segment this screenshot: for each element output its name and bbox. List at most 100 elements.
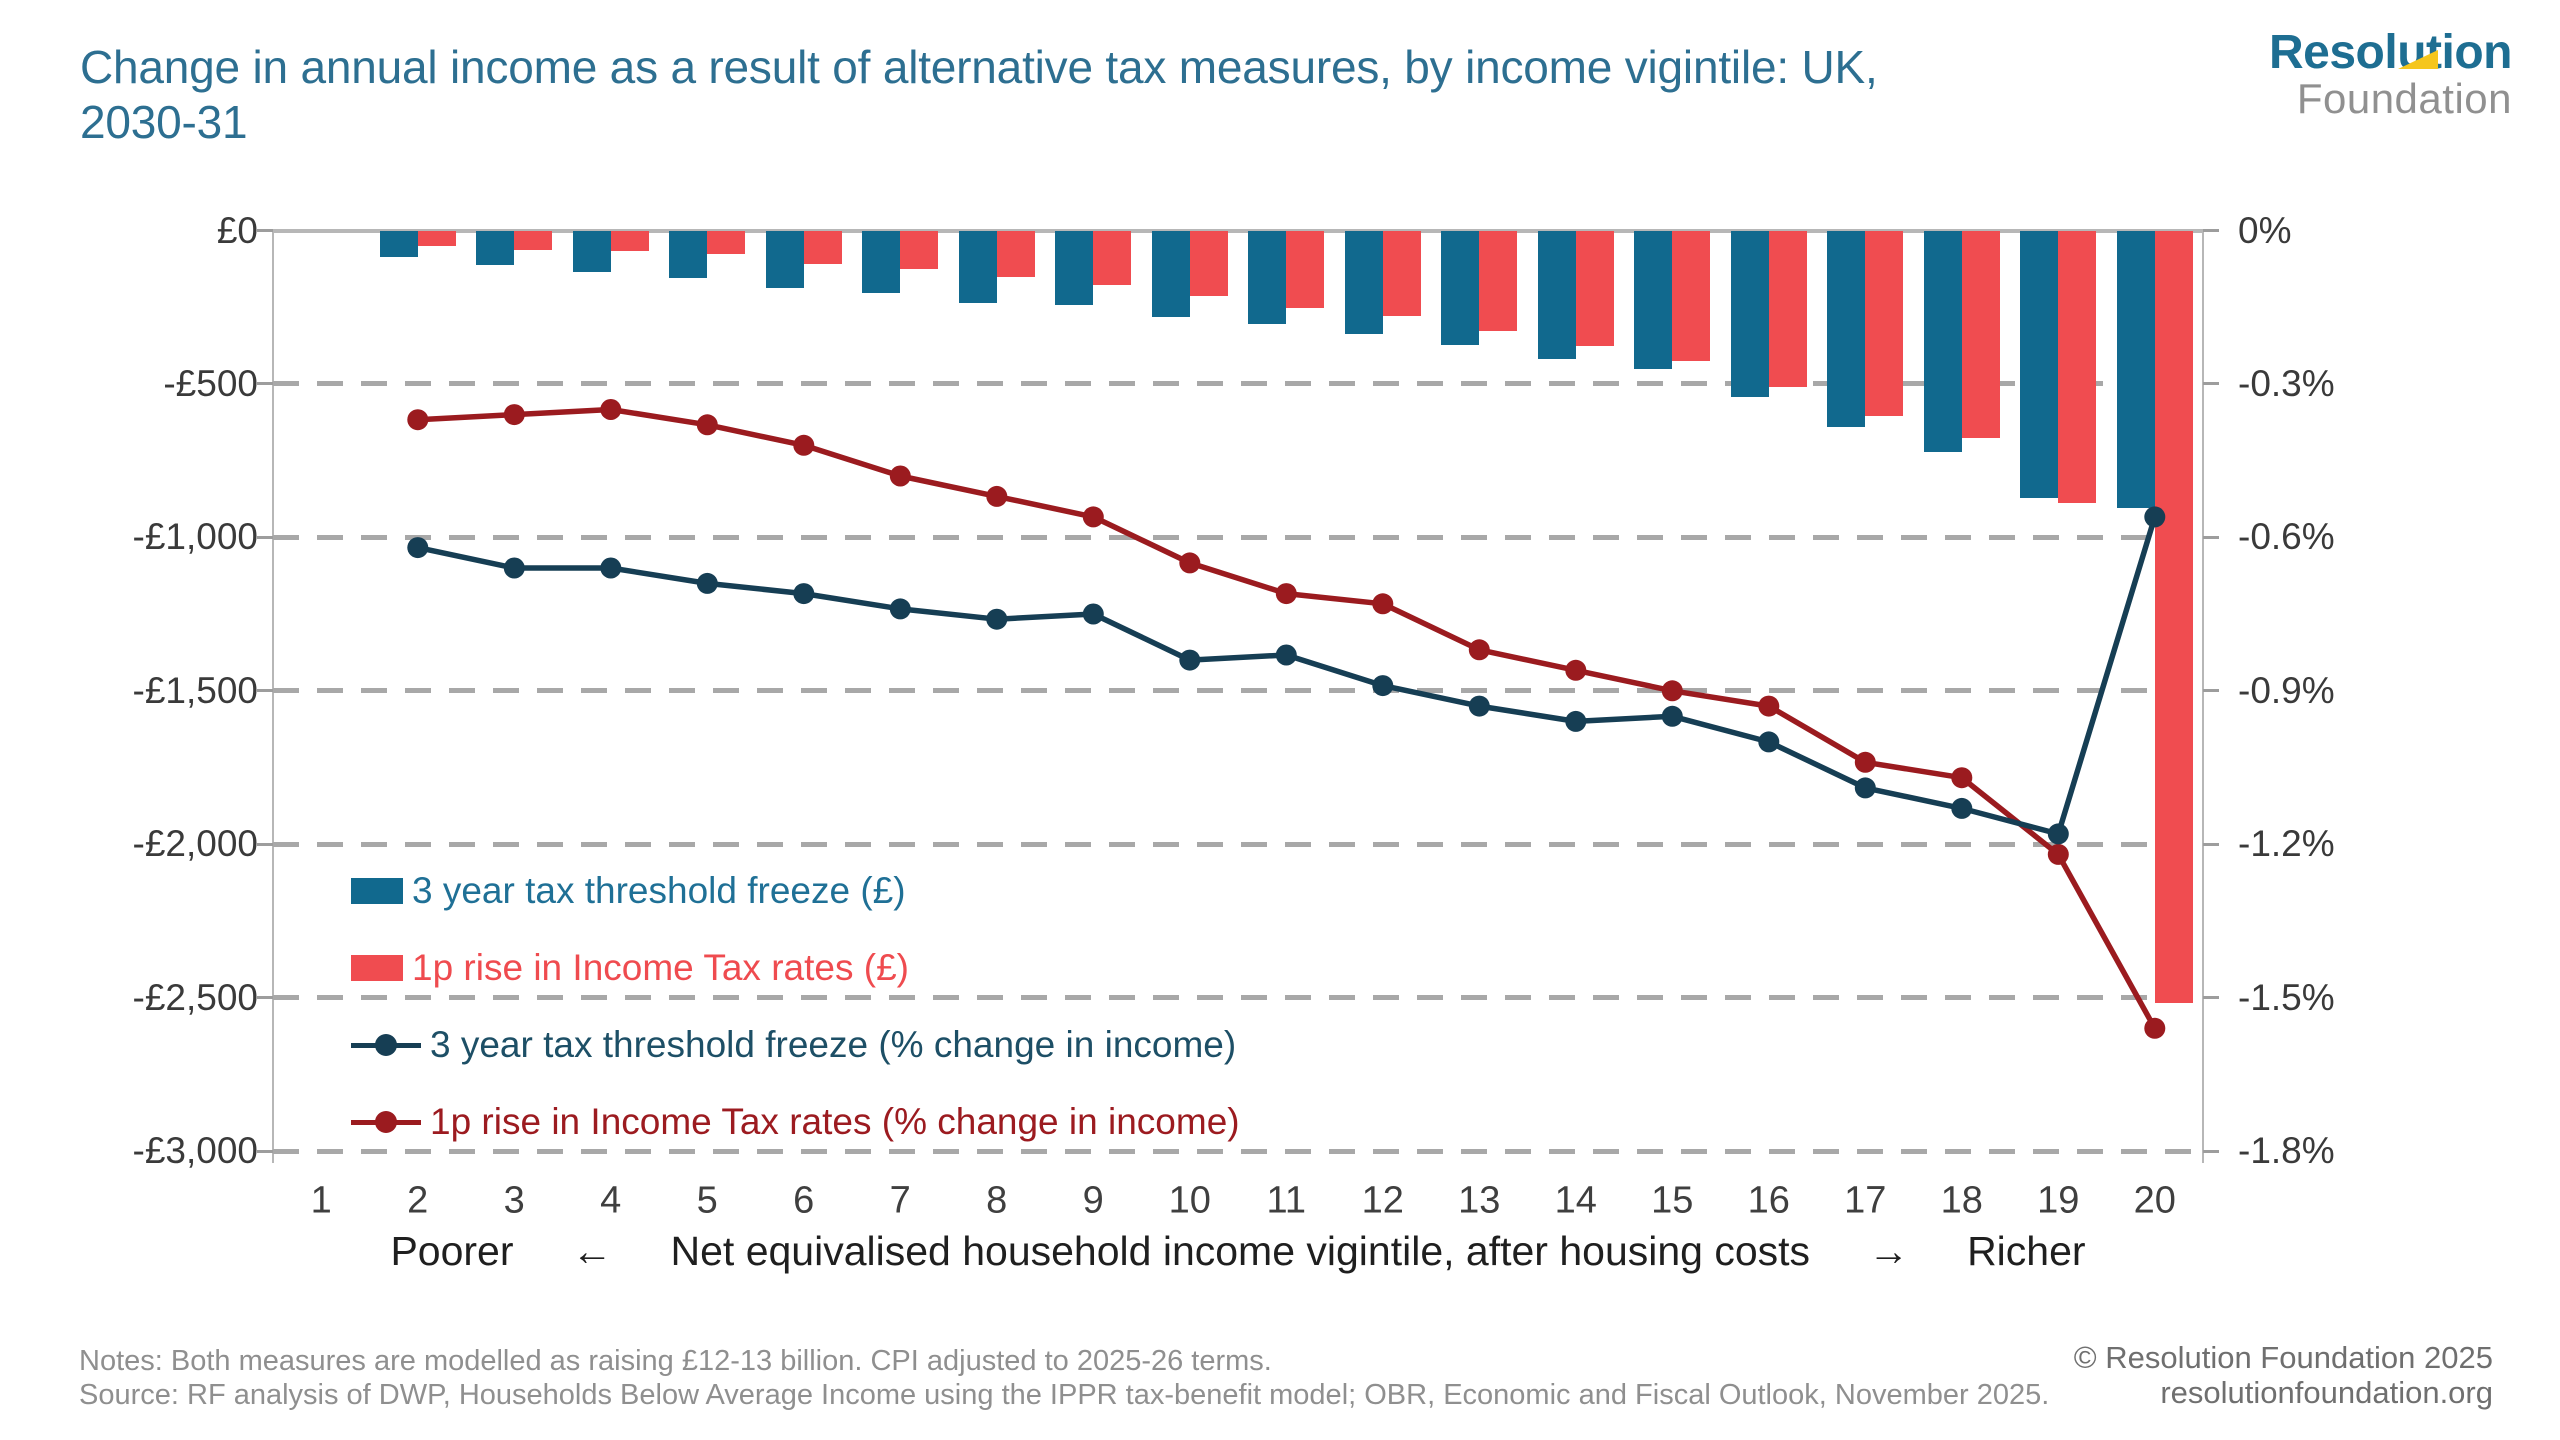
bar-freeze-v20 — [2116, 230, 2155, 509]
bar-rise-v16 — [1768, 230, 1807, 388]
bar-freeze-v18 — [1923, 230, 1962, 452]
left-axis-tick — [257, 842, 273, 846]
right-axis-tick — [2203, 842, 2219, 846]
x-axis-label: 12 — [1361, 1179, 1404, 1222]
x-axis-label: 3 — [503, 1179, 525, 1222]
bar-rise-v13 — [1479, 230, 1518, 332]
copyright-text: © Resolution Foundation 2025 — [2073, 1340, 2493, 1375]
zero-baseline — [273, 228, 2203, 233]
bar-freeze-v2 — [379, 230, 418, 257]
left-axis-tick-label: -£500 — [163, 362, 258, 404]
legend-label: 1p rise in Income Tax rates (£) — [412, 946, 909, 988]
left-axis-tick — [257, 382, 273, 386]
bar-rise-v12 — [1382, 230, 1421, 317]
x-axis-label: 11 — [1266, 1179, 1306, 1222]
rise-dot-v17 — [1854, 751, 1876, 773]
x-axis-label: 9 — [1082, 1179, 1104, 1222]
rise-dot-v15 — [1661, 680, 1683, 702]
bar-freeze-v12 — [1344, 230, 1383, 334]
legend-swatch-rise-pounds — [351, 954, 403, 981]
x-axis-label: 2 — [407, 1179, 429, 1222]
freeze-dot-v14 — [1565, 710, 1587, 732]
freeze-dot-v3 — [503, 557, 525, 579]
rise-dot-v9 — [1082, 506, 1104, 528]
legend-marker-freeze-percent — [351, 1032, 421, 1058]
x-axis-label: 6 — [793, 1179, 815, 1222]
bar-freeze-v5 — [669, 230, 708, 278]
page-title-line1: Change in annual income as a result of a… — [80, 41, 1878, 93]
bar-rise-v3 — [514, 230, 553, 250]
rise-dot-v11 — [1275, 583, 1297, 605]
right-axis-line — [2202, 230, 2204, 1163]
bar-rise-v19 — [2058, 230, 2097, 504]
bar-freeze-v11 — [1248, 230, 1287, 325]
bar-rise-v11 — [1286, 230, 1325, 308]
x-axis-label: 15 — [1651, 1179, 1694, 1222]
bar-freeze-v3 — [476, 230, 515, 266]
rise-dot-v5 — [696, 414, 718, 436]
left-axis-tick-label: -£1,000 — [132, 516, 259, 558]
legend-marker-rise-percent — [351, 1109, 421, 1135]
freeze-dot-v11 — [1275, 644, 1297, 666]
source-text: Source: RF analysis of DWP, Households B… — [79, 1379, 2050, 1411]
bar-freeze-v10 — [1151, 230, 1190, 318]
rise-dot-v7 — [889, 465, 911, 487]
bar-rise-v5 — [707, 230, 746, 255]
rise-dot-v20 — [2144, 1017, 2166, 1039]
right-axis-tick-label: -0.9% — [2238, 669, 2335, 711]
x-axis-label: 14 — [1554, 1179, 1597, 1222]
bar-rise-v20 — [2154, 230, 2193, 1004]
freeze-dot-v18 — [1951, 797, 1973, 819]
x-axis-label: 4 — [600, 1179, 622, 1222]
right-axis-tick-label: -1.8% — [2238, 1130, 2335, 1171]
gridline — [273, 995, 2203, 1001]
page-title: Change in annual income as a result of a… — [80, 40, 2160, 150]
legend-item-freeze-percent: 3 year tax threshold freeze (% change in… — [351, 1006, 1240, 1083]
freeze-line — [417, 516, 2158, 837]
legend-item-freeze-pounds: 3 year tax threshold freeze (£) — [351, 852, 1240, 929]
freeze-dot-v2 — [407, 537, 429, 559]
bar-freeze-v14 — [1537, 230, 1576, 360]
rise-dot-v14 — [1565, 659, 1587, 681]
rise-dot-v2 — [407, 409, 429, 431]
x-caption-text: Net equivalised household income viginti… — [670, 1228, 1811, 1274]
notes-source-block: Notes: Both measures are modelled as rai… — [79, 1344, 2049, 1412]
rise-dot-v16 — [1758, 695, 1780, 717]
freeze-dot-v4 — [600, 557, 622, 579]
legend-label: 3 year tax threshold freeze (£) — [412, 869, 906, 911]
rise-dot-v8 — [986, 485, 1008, 507]
x-axis-label: 18 — [1940, 1179, 1983, 1222]
left-axis-tick — [257, 1149, 273, 1153]
freeze-dot-v6 — [793, 583, 815, 605]
legend-item-rise-percent: 1p rise in Income Tax rates (% change in… — [351, 1083, 1240, 1160]
left-axis-tick-label: -£2,000 — [132, 823, 259, 865]
bar-freeze-v17 — [1827, 230, 1866, 427]
copyright-block: © Resolution Foundation 2025 resolutionf… — [2074, 1340, 2493, 1410]
left-axis-tick — [257, 229, 273, 232]
right-axis-tick — [2203, 996, 2219, 1000]
right-axis-tick-label: -0.6% — [2238, 516, 2335, 558]
gridline — [273, 688, 2203, 694]
freeze-dot-v13 — [1468, 695, 1490, 717]
rise-dot-v6 — [793, 434, 815, 456]
legend-item-rise-pounds: 1p rise in Income Tax rates (£) — [351, 929, 1240, 1006]
bar-rise-v14 — [1575, 230, 1614, 346]
freeze-dot-v9 — [1082, 603, 1104, 625]
bar-freeze-v9 — [1055, 230, 1094, 306]
left-axis-tick-label: -£2,500 — [132, 976, 259, 1018]
x-caption-poorer: Poorer — [390, 1228, 514, 1274]
freeze-dot-v20 — [2144, 506, 2166, 528]
bar-rise-v10 — [1189, 230, 1228, 297]
left-arrow-icon: ← — [571, 1228, 613, 1274]
bar-rise-v8 — [996, 230, 1035, 278]
rise-dot-v10 — [1179, 552, 1201, 574]
bar-rise-v15 — [1672, 230, 1711, 361]
x-axis-label: 16 — [1747, 1179, 1790, 1222]
website-link[interactable]: resolutionfoundation.org — [2160, 1375, 2493, 1410]
bar-freeze-v16 — [1730, 230, 1769, 397]
page-title-line2: 2030-31 — [80, 96, 248, 148]
rise-dot-v4 — [600, 399, 622, 420]
right-axis-tick — [2203, 1149, 2219, 1153]
x-axis-label: 5 — [696, 1179, 718, 1222]
